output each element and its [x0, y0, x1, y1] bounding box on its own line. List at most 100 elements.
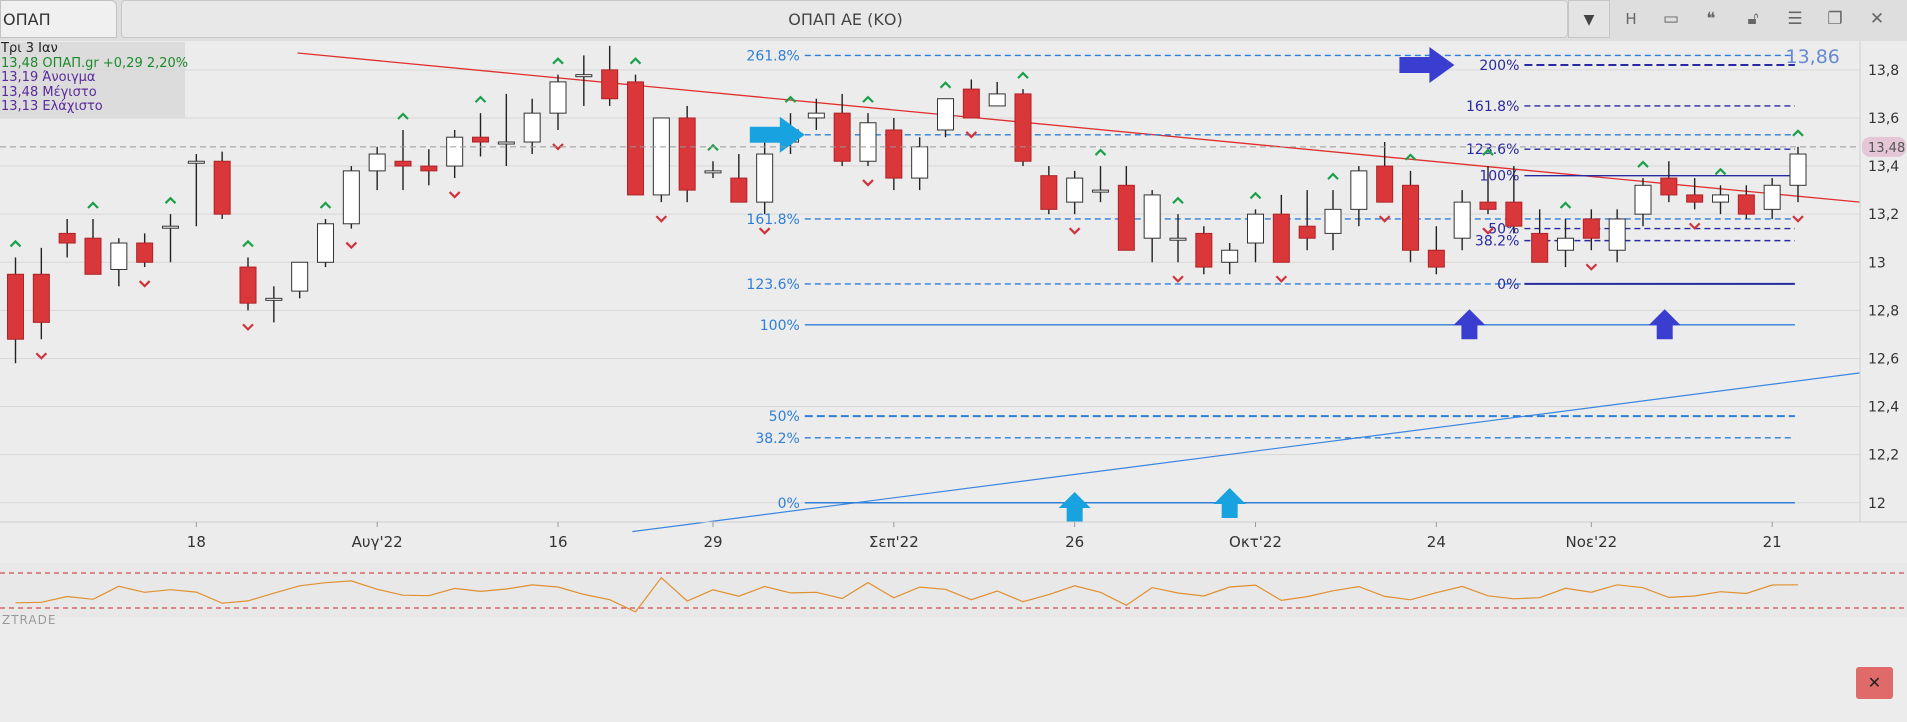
- candle-down: [471, 136, 490, 143]
- y-tick-label: 13,8: [1868, 63, 1899, 79]
- watermark: ZTRADE: [2, 613, 56, 627]
- lock-icon[interactable]: 🔓︎: [1747, 9, 1759, 29]
- x-tick-label: Αυγ'22: [352, 533, 403, 551]
- info-date: Τρι 3 Ιαν: [1, 41, 58, 56]
- candle-down: [1479, 201, 1497, 210]
- buy-signal-icon: [1017, 71, 1029, 79]
- symbol-tab[interactable]: ΟΠΑΠ: [0, 0, 117, 38]
- up-arrow-icon: [1648, 309, 1681, 340]
- info-low: 13,13 Ελάχιστο: [1, 99, 103, 114]
- x-tick-label: 18: [187, 533, 206, 551]
- restore-icon[interactable]: ❐: [1827, 9, 1843, 29]
- candle-up: [1634, 184, 1652, 215]
- candle-up: [1350, 170, 1368, 210]
- buy-signal-icon: [1559, 201, 1572, 209]
- sell-signal-icon: [1585, 263, 1598, 271]
- candle-up: [1453, 201, 1471, 239]
- candle-down: [213, 160, 231, 215]
- candle-up: [704, 170, 722, 174]
- grid: [0, 69, 1860, 504]
- fibonacci-levels: 261.8%200%161.8%123.6%100%50%38.2%0%200%…: [746, 46, 1839, 512]
- candle-up: [523, 112, 541, 143]
- chevron-down-icon[interactable]: ▼: [1568, 0, 1610, 38]
- sell-signal-icon: [345, 241, 358, 250]
- candle-up: [1091, 189, 1110, 193]
- candle-down: [1376, 165, 1394, 203]
- candle-up: [936, 98, 955, 131]
- candle-up: [342, 170, 360, 225]
- candle-up: [988, 93, 1006, 107]
- support-trendline: [632, 372, 1861, 533]
- candle-up: [291, 261, 309, 292]
- candle-up: [1221, 249, 1239, 263]
- fib-level-label: 161.8%: [746, 212, 799, 228]
- sell-signal-icon: [1688, 222, 1701, 230]
- info-open: 13,19 Άνοιγμα: [1, 70, 96, 85]
- candle-up: [807, 112, 825, 119]
- candle-up: [1246, 213, 1265, 244]
- buy-signal-icon: [1714, 167, 1727, 176]
- candle-down: [1040, 175, 1058, 210]
- candle-up: [316, 223, 335, 263]
- close-panel-button[interactable]: ✕: [1856, 667, 1893, 699]
- buy-signal-icon: [87, 201, 99, 209]
- h-button[interactable]: H: [1625, 10, 1637, 28]
- candle-down: [601, 69, 619, 100]
- buy-signal-icon: [1404, 153, 1417, 161]
- candle-down: [1531, 232, 1549, 263]
- info-panel: Τρι 3 Ιαν 13,48 ΟΠΑΠ.gr +0,29 2,20% 13,1…: [0, 41, 188, 118]
- sell-signal-icon: [758, 227, 771, 235]
- candle-down: [58, 232, 76, 244]
- candle-down: [678, 117, 696, 191]
- buy-signal-icon: [784, 95, 797, 103]
- fib-level-label: 38.2%: [1475, 234, 1519, 250]
- candle-up: [549, 81, 567, 114]
- info-high: 13,48 Μέγιστο: [1, 84, 97, 100]
- candle-up: [1763, 184, 1781, 210]
- candle-down: [239, 266, 257, 304]
- panel-icon[interactable]: ▭: [1662, 9, 1680, 29]
- sell-signal-icon: [655, 215, 668, 223]
- candle-down: [84, 237, 102, 275]
- up-arrow-icon: [1058, 492, 1091, 522]
- close-window-icon[interactable]: ✕: [1869, 9, 1885, 29]
- candle-up: [497, 141, 515, 145]
- y-tick-label: 12,4: [1868, 400, 1899, 416]
- sell-signal-icon: [242, 323, 254, 331]
- price-axis: 12 12,2 12,4 12,6 12,8 13 13,2 13,4 13,6 13,8 13,4…: [0, 41, 1906, 522]
- candle-up: [1556, 237, 1575, 251]
- candle-down: [1195, 232, 1213, 268]
- candle-up: [1169, 237, 1187, 241]
- pointer-arrow-icon: [1399, 47, 1455, 84]
- candle-down: [1014, 93, 1032, 162]
- up-arrow-icon: [1453, 309, 1486, 340]
- candle-down: [1737, 194, 1755, 215]
- candle-down: [885, 129, 903, 179]
- fib-level-label: 50%: [769, 409, 800, 425]
- buy-signal-icon: [629, 57, 642, 65]
- sell-signal-icon: [552, 143, 564, 151]
- candle-down: [1298, 225, 1316, 239]
- candle-up: [1789, 153, 1807, 186]
- candle-up: [1608, 218, 1626, 251]
- buy-signal-icon: [1792, 129, 1804, 137]
- candle-down: [626, 81, 645, 196]
- buy-signal-icon: [1637, 160, 1649, 168]
- comment-icon[interactable]: ❝: [1706, 9, 1716, 29]
- current-price-badge: [1862, 136, 1906, 157]
- chart-title: ΟΠΑΠ ΑΕ (ΚΟ): [788, 10, 903, 29]
- candle-down: [1686, 194, 1704, 203]
- sell-signal-icon: [1482, 227, 1494, 235]
- candle-down: [394, 160, 412, 167]
- buy-signal-icon: [552, 57, 564, 65]
- x-tick-label: 24: [1427, 533, 1446, 551]
- price-chart[interactable]: 261.8%200%161.8%123.6%100%50%38.2%0%200%…: [0, 41, 1907, 722]
- buy-signal-icon: [1482, 148, 1494, 156]
- menu-icon[interactable]: ☰: [1787, 9, 1803, 29]
- candle-up: [265, 297, 283, 301]
- buy-signal-icon: [9, 239, 22, 248]
- candle-down: [420, 165, 438, 172]
- fib-level-label: 100%: [1479, 169, 1519, 185]
- fib-level-label: 261.8%: [746, 48, 799, 64]
- candle-down: [6, 273, 25, 340]
